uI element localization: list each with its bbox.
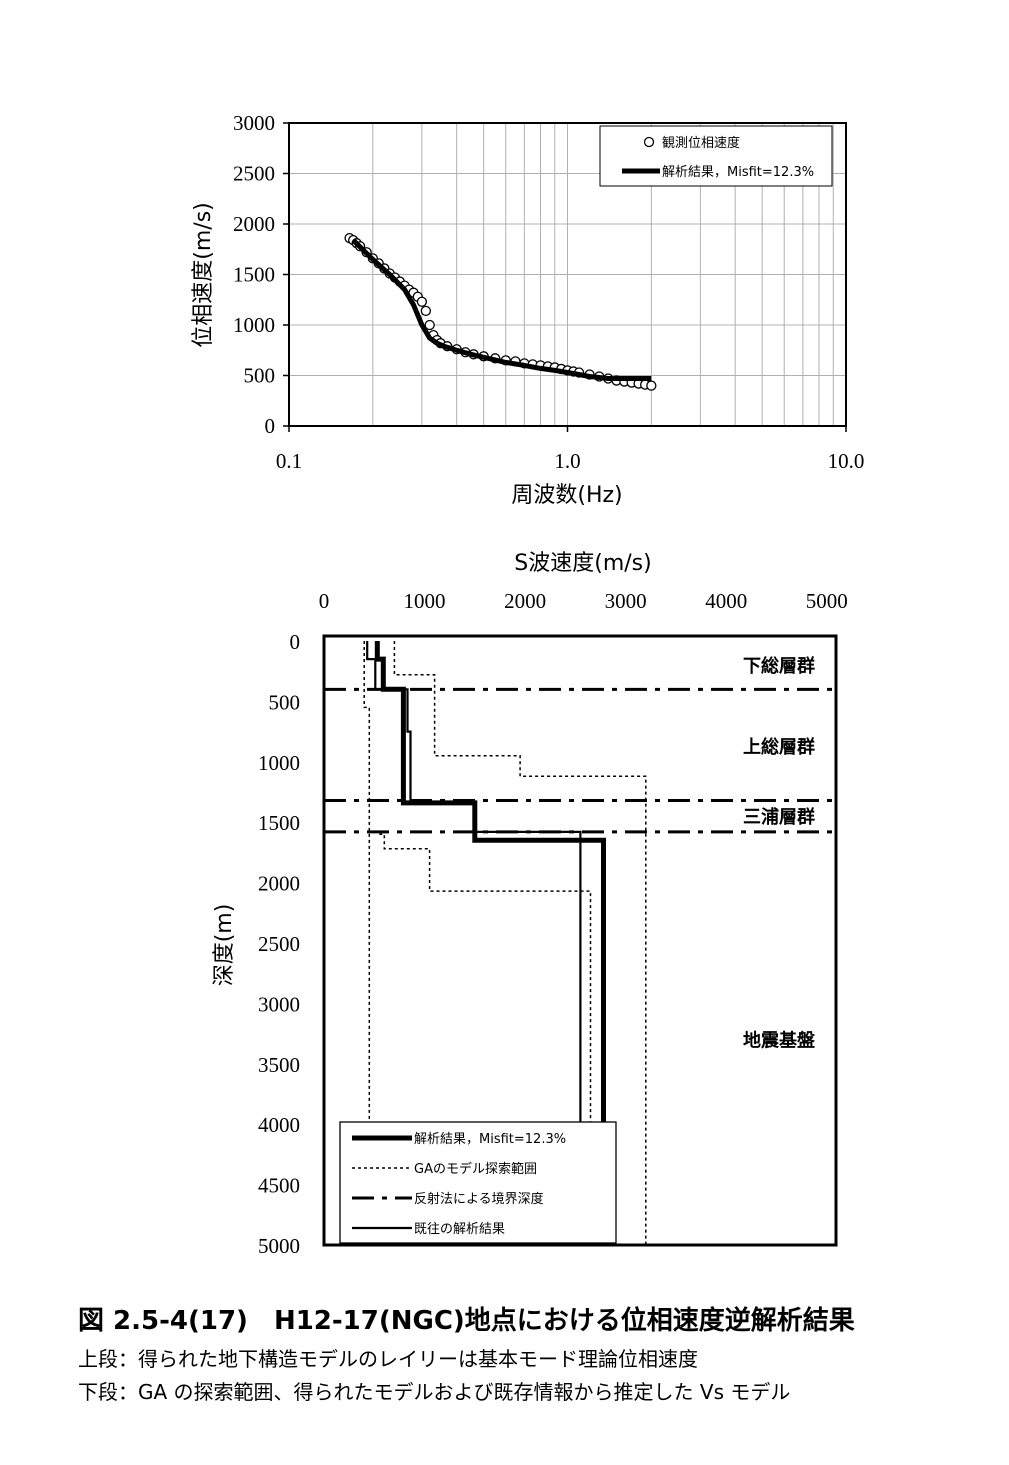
- x-tick-label: 1.0: [554, 449, 580, 473]
- profile-series: [324, 641, 836, 1245]
- dispersion-legend-box: [599, 125, 833, 187]
- y-tick-label: 2500: [233, 162, 275, 186]
- y-tick-label: 3000: [258, 992, 300, 1016]
- x-tick-label: 10.0: [828, 449, 865, 473]
- caption-title: 図 2.5-4(17) H12-17(NGC)地点における位相速度逆解析結果: [78, 1306, 855, 1336]
- observed-point: [420, 305, 431, 317]
- model-dispersion-line: [351, 238, 652, 381]
- y-tick-label: 2000: [233, 212, 275, 236]
- figure-caption: 図 2.5-4(17) H12-17(NGC)地点における位相速度逆解析結果 上…: [78, 1300, 998, 1409]
- legend-reflection-label: 反射法による境界深度: [414, 1191, 544, 1207]
- dispersion-chart: 0.1 1.0 10.0 0 500 1000 1500 2000 2500 3000 周波数(H…: [191, 111, 864, 508]
- layer-label: 下総層群: [743, 655, 815, 677]
- profile-x-label: S波速度(m/s): [514, 551, 651, 576]
- legend-previous-label: 既往の解析結果: [414, 1222, 505, 1237]
- layer-label: 三浦層群: [743, 806, 815, 828]
- caption-line-1: 上段：得られた地下構造モデルのレイリーは基本モード理論位相速度: [78, 1347, 698, 1371]
- profile-y-label: 深度(m): [212, 904, 237, 987]
- dispersion-legend: 観測位相速度 解析結果，Misfit=12.3%: [599, 125, 833, 187]
- x-tick-label: 4000: [705, 589, 747, 613]
- layer-label: 上総層群: [743, 736, 815, 758]
- y-tick-label: 0: [265, 414, 276, 438]
- x-tick-label: 0.1: [276, 449, 302, 473]
- legend-observed-marker: [643, 136, 655, 148]
- y-tick-label: 2000: [258, 872, 300, 896]
- profile-tick-labels: 0 1000 2000 3000 4000 5000 0 500 1000 1500 2000 250…: [258, 589, 848, 1258]
- caption-line-2: 下段：GA の探索範囲、得られたモデルおよび既存情報から推定した Vs モデル: [78, 1380, 791, 1404]
- result-profile-line: [374, 641, 606, 1245]
- y-tick-label: 1000: [233, 313, 275, 337]
- y-tick-label: 500: [269, 690, 301, 714]
- dispersion-y-label: 位相速度(m/s): [191, 202, 216, 347]
- y-tick-label: 4500: [258, 1174, 300, 1198]
- legend-result-label: 解析結果，Misfit=12.3%: [414, 1132, 566, 1147]
- layer-label: 地震基盤: [743, 1030, 816, 1052]
- y-tick-label: 1000: [258, 751, 300, 775]
- y-tick-label: 2500: [258, 932, 300, 956]
- profile-legend-box: [339, 1121, 617, 1244]
- observed-point: [416, 296, 428, 307]
- x-tick-label: 0: [319, 589, 330, 613]
- y-tick-label: 500: [244, 364, 276, 388]
- y-tick-label: 4000: [258, 1113, 300, 1137]
- y-tick-label: 5000: [258, 1234, 300, 1258]
- x-tick-label: 1000: [404, 589, 446, 613]
- y-tick-label: 1500: [258, 811, 300, 835]
- legend-observed-label: 観測位相速度: [662, 135, 740, 151]
- profile-legend: 解析結果，Misfit=12.3% GAのモデル探索範囲 反射法による境界深度 …: [339, 1121, 617, 1244]
- velocity-profile-chart: 0 1000 2000 3000 4000 5000 0 500 1000 1500 2000 250…: [212, 551, 848, 1258]
- search-range-line: [363, 641, 371, 1245]
- legend-model-label: 解析結果，Misfit=12.3%: [662, 165, 814, 180]
- x-tick-label: 2000: [504, 589, 546, 613]
- dispersion-tick-labels: 0.1 1.0 10.0 0 500 1000 1500 2000 2500 3000: [233, 111, 864, 473]
- previous-profile-line: [366, 641, 582, 1245]
- observed-point: [424, 319, 435, 331]
- dispersion-series: [344, 232, 657, 391]
- legend-search-label: GAのモデル探索範囲: [414, 1161, 537, 1177]
- x-tick-label: 5000: [806, 589, 848, 613]
- y-tick-label: 3500: [258, 1053, 300, 1077]
- observed-point: [646, 380, 657, 391]
- x-tick-label: 3000: [605, 589, 647, 613]
- dispersion-x-label: 周波数(Hz): [511, 483, 622, 508]
- y-tick-label: 0: [290, 630, 301, 654]
- y-tick-label: 3000: [233, 111, 275, 135]
- y-tick-label: 1500: [233, 263, 275, 287]
